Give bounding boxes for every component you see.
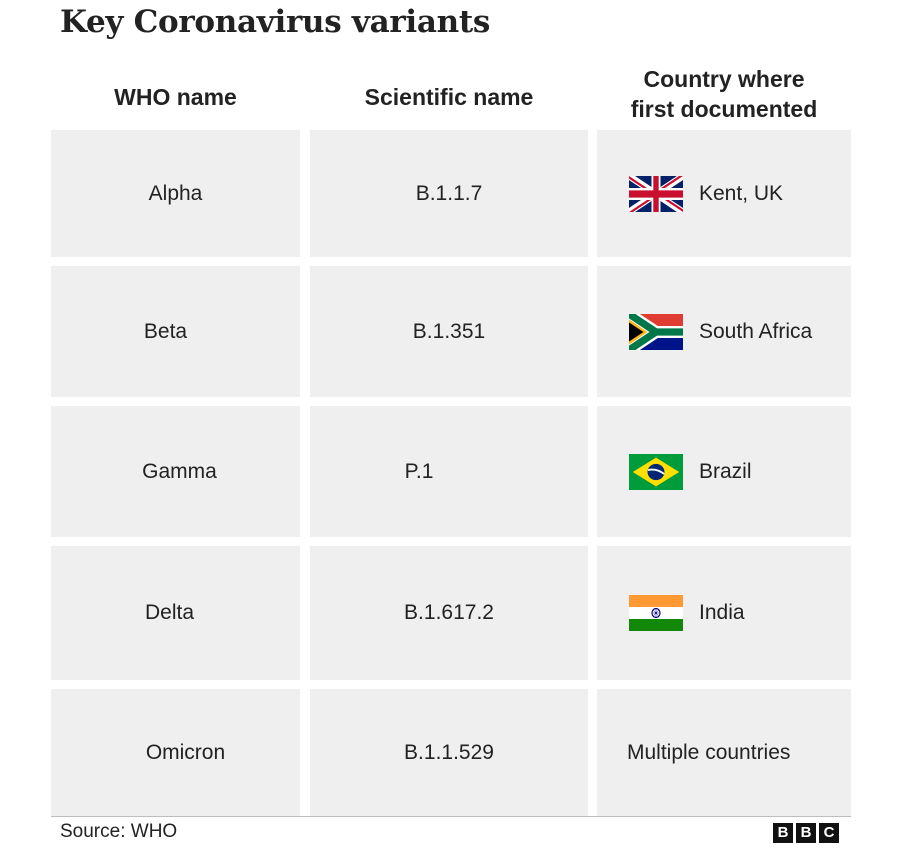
scientific-name-text: B.1.351	[412, 319, 486, 343]
who-name-text: Beta	[143, 319, 188, 343]
table-cell-scientific: P.1	[310, 406, 588, 537]
header-scientific-name: Scientific name	[310, 82, 588, 112]
who-name-text: Alpha	[148, 181, 203, 205]
table-cell-who: Alpha	[51, 130, 300, 257]
table-cell-scientific: B.1.1.529	[310, 689, 588, 816]
scientific-name-text: B.1.1.7	[415, 181, 483, 205]
bbc-logo-letter: B	[773, 823, 793, 843]
source-note: Source: WHO	[60, 821, 178, 842]
table-cell-scientific: B.1.1.7	[310, 130, 588, 257]
scientific-name-text: B.1.617.2	[404, 601, 494, 624]
header-country: Country where first documented	[597, 64, 851, 124]
table-cell-who: Omicron	[51, 689, 300, 816]
table-cell-scientific: B.1.617.2	[310, 546, 588, 680]
uk-flag-icon	[629, 175, 683, 212]
country-text: Kent, UK	[699, 181, 784, 205]
table-cell-country: South Africa	[597, 266, 851, 397]
bbc-logo-letter: B	[796, 823, 816, 843]
chart-title: Key Coronavirus variants	[60, 4, 491, 40]
header-country-line2: first documented	[630, 96, 818, 122]
country-text: Brazil	[699, 459, 752, 483]
scientific-name-text: B.1.1.529	[404, 740, 494, 764]
bbc-logo-letter: C	[819, 823, 839, 843]
table-cell-country: India	[597, 546, 851, 680]
table-cell-who: Gamma	[51, 406, 300, 537]
table-cell-who: Delta	[51, 546, 300, 680]
india-flag-icon	[629, 595, 683, 631]
table-cell-country: Multiple countries	[597, 689, 851, 816]
country-text: South Africa	[699, 319, 813, 343]
table-cell-country: Kent, UK	[597, 130, 851, 257]
table-cell-scientific: B.1.351	[310, 266, 588, 397]
who-name-text: Omicron	[145, 740, 226, 764]
who-name-text: Delta	[144, 601, 195, 624]
south-africa-flag-icon	[629, 313, 683, 350]
who-name-text: Gamma	[142, 459, 217, 483]
footer-divider	[51, 816, 851, 817]
bbc-logo: B B C	[773, 823, 839, 843]
country-text: India	[699, 601, 745, 624]
header-scientific-name-label: Scientific name	[364, 84, 534, 110]
header-who-name-label: WHO name	[114, 84, 237, 110]
country-text: Multiple countries	[627, 740, 791, 764]
table-cell-country: Brazil	[597, 406, 851, 537]
scientific-name-text: P.1	[404, 459, 434, 483]
header-country-line1: Country where	[643, 66, 805, 92]
table-cell-who: Beta	[51, 266, 300, 397]
header-who-name: WHO name	[51, 82, 300, 112]
brazil-flag-icon	[629, 453, 683, 490]
